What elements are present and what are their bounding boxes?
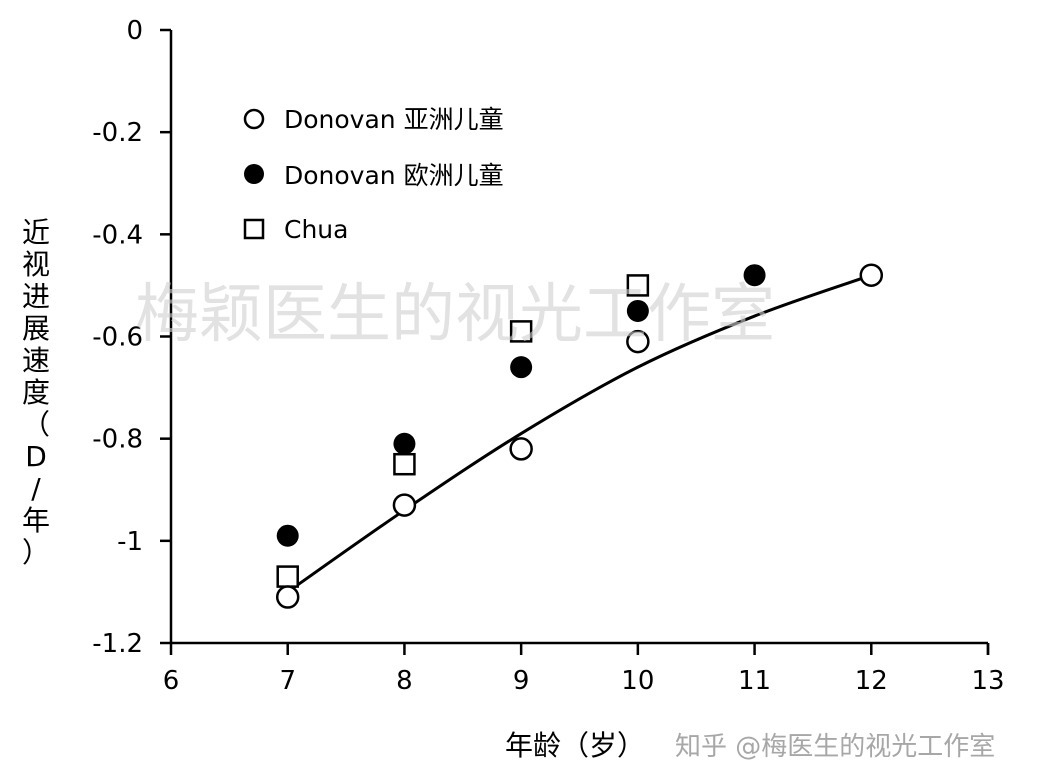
y-axis-title: 近视进展速度（ D/年） bbox=[22, 216, 50, 569]
x-ticks: 6 7 8 9 10 11 12 13 bbox=[163, 643, 1005, 696]
legend-marker-filled-circle bbox=[244, 164, 264, 184]
y-ticks: 0 -0.2 -0.4 -0.6 -0.8 -1 -1.2 bbox=[92, 16, 171, 659]
legend: Donovan 亚洲儿童 Donovan 欧洲儿童 Chua bbox=[243, 105, 504, 244]
point-donovan-european bbox=[393, 432, 416, 455]
legend-marker-open-square bbox=[243, 218, 265, 240]
y-tick-label: -0.4 bbox=[92, 220, 143, 250]
legend-marker-open-circle bbox=[243, 108, 265, 130]
point-donovan-european bbox=[510, 356, 533, 379]
y-tick-label: 0 bbox=[126, 16, 143, 46]
legend-label-chua: Chua bbox=[284, 215, 348, 244]
point-donovan-european bbox=[626, 299, 649, 322]
legend-label-asian: Donovan 亚洲儿童 bbox=[284, 105, 504, 134]
x-tick-label: 10 bbox=[621, 666, 654, 696]
y-axis-title-text: 近视进展速度（ D/年） bbox=[22, 216, 50, 569]
x-tick-label: 8 bbox=[396, 666, 413, 696]
y-tick-label: -1.2 bbox=[92, 629, 143, 659]
watermark-corner: 知乎 @梅医生的视光工作室 bbox=[675, 732, 995, 762]
y-tick-label: -1 bbox=[117, 527, 143, 557]
y-tick-label: -0.2 bbox=[92, 118, 143, 148]
x-tick-label: 9 bbox=[513, 666, 530, 696]
legend-label-european: Donovan 欧洲儿童 bbox=[284, 161, 504, 190]
x-tick-label: 7 bbox=[279, 666, 296, 696]
x-tick-label: 11 bbox=[738, 666, 771, 696]
watermark-center: 梅颖医生的视光工作室 bbox=[135, 278, 775, 352]
point-chua bbox=[509, 320, 533, 343]
point-chua bbox=[626, 274, 650, 297]
point-donovan-asian bbox=[859, 263, 884, 287]
point-donovan-european bbox=[276, 524, 299, 547]
x-tick-label: 13 bbox=[971, 666, 1004, 696]
x-tick-label: 12 bbox=[855, 666, 888, 696]
trendline bbox=[286, 273, 872, 594]
x-axis-title: 年龄（岁） bbox=[505, 729, 645, 762]
point-donovan-asian bbox=[626, 329, 650, 354]
trendline-group bbox=[286, 273, 872, 594]
y-tick-label: -0.8 bbox=[92, 425, 143, 455]
point-donovan-european bbox=[743, 264, 766, 287]
point-donovan-asian bbox=[275, 585, 300, 609]
data-points bbox=[275, 263, 884, 609]
point-donovan-asian bbox=[392, 493, 417, 517]
point-chua bbox=[276, 565, 299, 588]
y-tick-label: -0.6 bbox=[92, 323, 143, 353]
x-tick-label: 6 bbox=[163, 666, 180, 696]
point-chua bbox=[393, 452, 416, 476]
point-donovan-asian bbox=[509, 437, 533, 461]
